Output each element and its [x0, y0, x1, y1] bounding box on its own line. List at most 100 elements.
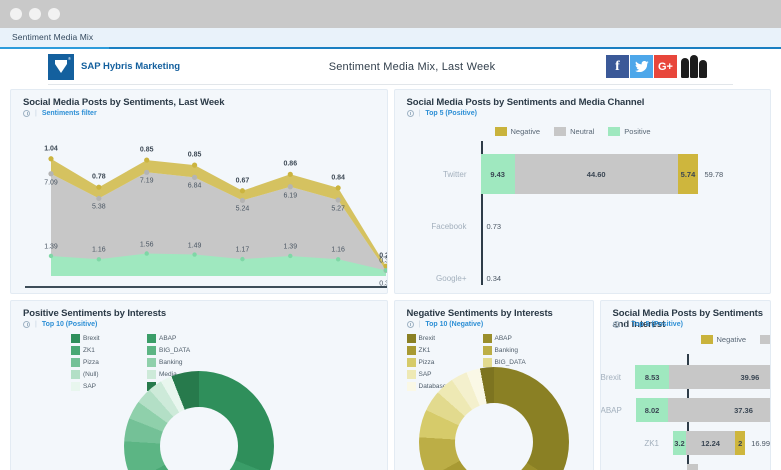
- data-label: 6.19: [283, 192, 298, 200]
- data-label: 0.78: [92, 173, 106, 181]
- sentiments-filter-link[interactable]: Sentiments filter: [41, 110, 97, 117]
- bar-segment-neutral[interactable]: 37.36: [668, 398, 771, 422]
- data-label: 0.29: [379, 252, 386, 260]
- data-label: 0.85: [187, 151, 202, 159]
- bar-segment-positive[interactable]: 8.53: [634, 365, 670, 389]
- card-filter-row[interactable]: | Top 5 (Positive): [612, 321, 683, 328]
- bar-row[interactable]: Facebook 0.73: [395, 206, 771, 246]
- donut-legend-item[interactable]: BIG_DATA: [147, 346, 217, 355]
- bar-row-label: Brexit: [600, 372, 621, 382]
- bar-segment-neutral[interactable]: 12.24: [685, 431, 736, 455]
- donut-legend-item[interactable]: Pizza: [406, 358, 477, 367]
- donut-legend-swatch: [406, 370, 416, 379]
- x-axis-label: Jun 28, 20...: [25, 293, 74, 294]
- donut-legend-item[interactable]: ABAP: [147, 334, 217, 343]
- interest-bars: Brexit8.5339.965.5854.06ABAP8.0237.365.1…: [601, 349, 771, 470]
- window-controls[interactable]: [10, 8, 60, 20]
- legend-channel-chart: Negative Neutral Positive: [494, 127, 651, 136]
- donut-legend-swatch: [406, 358, 416, 367]
- card-negative-sentiments-interests: Negative Sentiments by Interests | Top 1…: [393, 300, 594, 470]
- donut-legend-item[interactable]: Media: [147, 370, 217, 379]
- bar-segment-positive[interactable]: 9.43: [480, 154, 515, 194]
- donut-legend-swatch: [406, 346, 416, 355]
- donut-legend-item[interactable]: BIG_DATA: [482, 358, 553, 367]
- donut-legend-label: SAP: [418, 371, 432, 378]
- card-filter-row[interactable]: | Top 10 (Negative): [406, 321, 484, 328]
- top10-positive-link[interactable]: Top 10 (Positive): [41, 321, 98, 328]
- donut-legend-swatch: [71, 334, 80, 343]
- bar-row[interactable]: Twitter 9.43 44.60 5.74 59.78: [395, 154, 771, 194]
- card-filter-row[interactable]: | Top 10 (Positive): [23, 321, 97, 328]
- data-label: 6.84: [187, 182, 202, 190]
- donut-legend-item[interactable]: (Null): [71, 370, 141, 379]
- legend-swatch-negative: [494, 127, 507, 136]
- top5-positive-link[interactable]: Top 5 (Positive): [425, 110, 477, 117]
- donut-legend-item[interactable]: SAP: [406, 370, 477, 379]
- donut-legend-item[interactable]: Banking: [147, 358, 217, 367]
- bar-segment-negative[interactable]: 2: [735, 431, 746, 455]
- top5-positive-link[interactable]: Top 5 (Positive): [631, 321, 683, 328]
- data-label: 0.86: [283, 160, 298, 168]
- close-icon[interactable]: [10, 8, 22, 20]
- legend-item-negative[interactable]: Negative: [700, 335, 746, 344]
- card-filter-row[interactable]: | Sentiments filter: [23, 110, 97, 117]
- twitter-icon[interactable]: [630, 55, 653, 78]
- donut-legend-swatch: [406, 382, 416, 391]
- donut-legend-item[interactable]: ZK1: [406, 346, 477, 355]
- browser-tab-sentiment-media-mix[interactable]: Sentiment Media Mix: [0, 28, 110, 49]
- bar-segment-positive[interactable]: 8.02: [635, 398, 669, 422]
- bar-row[interactable]: Google+ 0.34: [395, 258, 771, 293]
- donut-legend-item[interactable]: Banking: [482, 346, 553, 355]
- card-sentiments-interest: Social Media Posts by Sentiments and Int…: [599, 300, 771, 470]
- bar-row[interactable]: (No Value)2.94.00: [601, 464, 771, 470]
- legend-item-negative[interactable]: Negative: [494, 127, 540, 136]
- top10-negative-link[interactable]: Top 10 (Negative): [425, 321, 484, 328]
- donut-legend-item[interactable]: Brexit: [71, 334, 141, 343]
- positive-donut-chart[interactable]: [123, 371, 274, 470]
- donut-legend-item[interactable]: Pizza: [71, 358, 141, 367]
- bar-segment-neutral[interactable]: 44.60: [514, 154, 678, 194]
- clock-icon: [612, 321, 620, 328]
- bar-row[interactable]: ZK1 3.2 12.24 2 16.99: [601, 431, 770, 455]
- minimize-icon[interactable]: [29, 8, 41, 20]
- legend-interest-chart: Negative Neutral Positive: [700, 335, 771, 344]
- legend-item-neutral[interactable]: Neutral: [760, 335, 771, 344]
- bar-segment-neutral[interactable]: 2.9: [686, 464, 699, 470]
- bar-row-label: Twitter: [442, 169, 467, 179]
- donut-legend-label: Banking: [494, 347, 519, 354]
- x-axis-label: Jul 3, 2016: [271, 293, 320, 294]
- donut-legend-swatch: [482, 358, 492, 367]
- donut-legend-label: Database: [418, 383, 447, 390]
- bar-segment-negative[interactable]: 5.74: [677, 154, 699, 194]
- donut-legend-item[interactable]: SAP: [71, 382, 141, 391]
- x-axis-label: Jul 5, 2016: [369, 293, 388, 294]
- donut-legend-item[interactable]: ZK1: [71, 346, 141, 355]
- legend-item-positive[interactable]: Positive: [608, 127, 651, 136]
- bar-total-label: 59.78: [704, 169, 724, 179]
- legend-swatch-negative: [700, 335, 713, 344]
- data-label: 7.19: [139, 177, 154, 185]
- facebook-icon[interactable]: f: [606, 55, 629, 78]
- donut-legend-label: Banking: [159, 359, 183, 366]
- donut-legend-item[interactable]: Brexit: [406, 334, 477, 343]
- bar-stack: 3.2 12.24 2: [672, 431, 746, 455]
- donut-legend-item[interactable]: ABAP: [482, 334, 553, 343]
- legend-item-neutral[interactable]: Neutral: [554, 127, 594, 136]
- window-titlebar: [0, 0, 781, 28]
- negative-donut-chart[interactable]: [418, 367, 569, 470]
- maximize-icon[interactable]: [48, 8, 60, 20]
- card-filter-row[interactable]: | Top 5 (Positive): [406, 110, 477, 117]
- app-header: ® SAP Hybris Marketing Sentiment Media M…: [0, 49, 781, 85]
- donut-legend-item[interactable]: Database: [406, 382, 477, 391]
- bar-segment-positive[interactable]: 3.2: [672, 431, 686, 455]
- googleplus-icon[interactable]: G+: [654, 55, 677, 78]
- area-chart-xaxis: Jun 28, 20...Jun 29, 20...Jun 30, 20...J…: [25, 286, 388, 294]
- donut-legend-swatch: [482, 334, 492, 343]
- page-content: ® SAP Hybris Marketing Sentiment Media M…: [0, 49, 781, 470]
- dashboard-grid: Social Media Posts by Sentiments, Last W…: [0, 85, 781, 470]
- bar-segment-neutral[interactable]: 39.96: [669, 365, 771, 389]
- data-label: 0.84: [331, 174, 345, 182]
- bar-row-label: Google+: [436, 273, 467, 283]
